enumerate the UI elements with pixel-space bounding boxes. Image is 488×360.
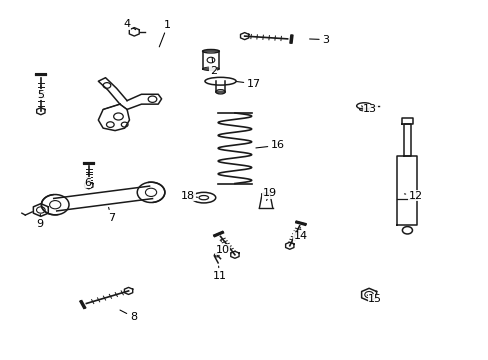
Text: 2: 2 (209, 58, 217, 76)
Text: 15: 15 (366, 294, 382, 304)
Text: 7: 7 (107, 207, 115, 223)
Text: 8: 8 (120, 310, 137, 322)
Text: 12: 12 (404, 191, 422, 201)
Text: 16: 16 (255, 140, 285, 150)
Text: 10: 10 (215, 240, 229, 255)
Text: 9: 9 (36, 214, 43, 229)
Text: 14: 14 (293, 228, 307, 242)
Text: 18: 18 (181, 191, 197, 201)
Text: 6: 6 (83, 174, 91, 188)
Text: 19: 19 (262, 188, 276, 201)
Text: 4: 4 (123, 19, 136, 30)
Text: 13: 13 (361, 104, 376, 114)
Text: 1: 1 (159, 20, 171, 47)
Text: 3: 3 (309, 35, 329, 45)
Text: 17: 17 (236, 79, 261, 89)
Text: 11: 11 (212, 266, 226, 281)
Text: 5: 5 (37, 86, 44, 100)
